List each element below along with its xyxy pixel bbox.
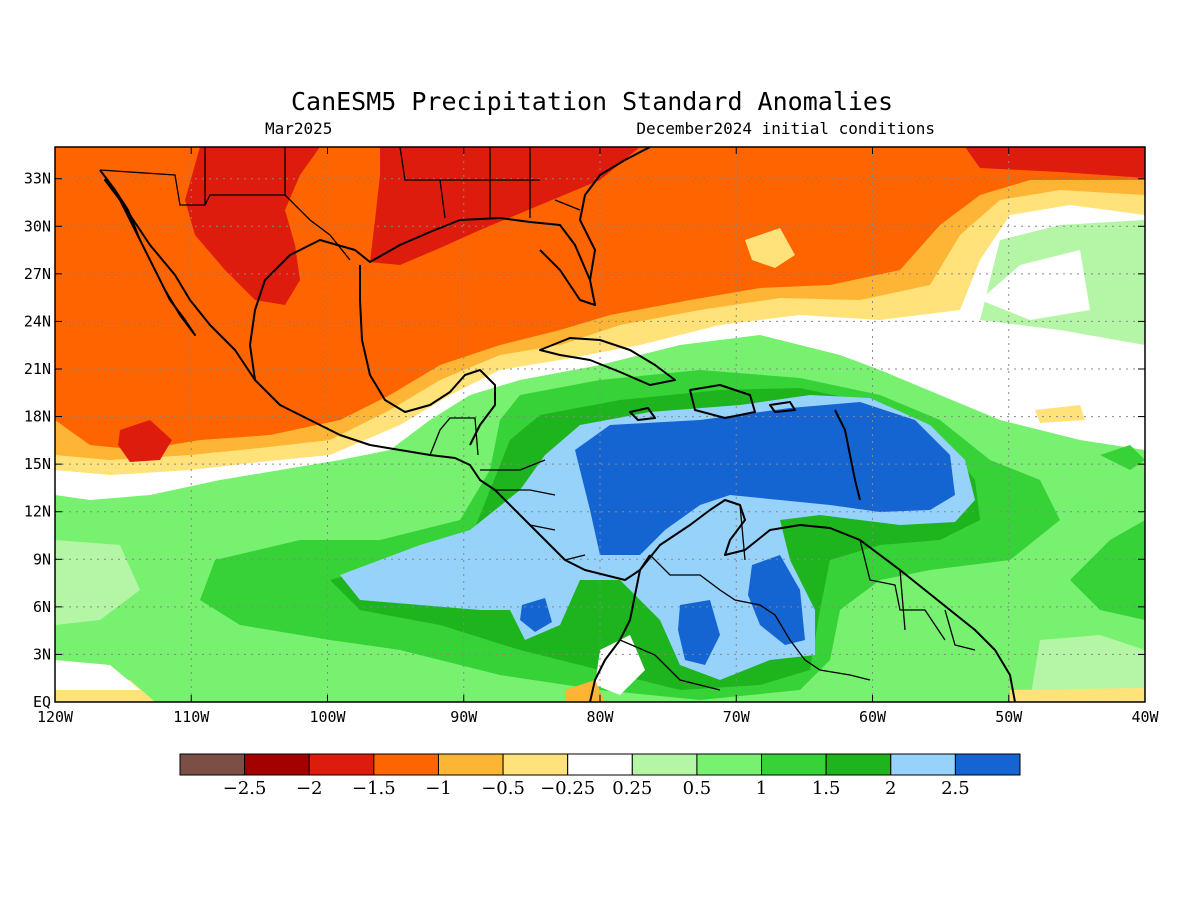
coastline-puerto-rico (769, 401, 796, 413)
field-zone-lightgreen-se (1030, 635, 1145, 700)
map-valid-month: Mar2025 (265, 119, 332, 138)
anomaly-field (55, 147, 1145, 702)
field-zone-blue-caribbean (575, 402, 955, 555)
colorbar-tick-label: 0.25 (612, 778, 652, 799)
lat-tick-label: 21N (24, 360, 51, 378)
field-zone-red-gulf (370, 147, 640, 265)
border-south-america (619, 504, 976, 691)
border-us-states (399, 147, 581, 219)
map-title: CanESM5 Precipitation Standard Anomalies (291, 87, 893, 116)
coastline-hispaniola (689, 384, 756, 419)
field-zone-mid-green-atlantic-east (1070, 520, 1145, 620)
colorbar-swatch (308, 753, 375, 776)
colorbar-tick-label: 2.5 (941, 778, 970, 799)
lat-tick-label: 24N (24, 312, 51, 330)
lon-tick-label: 50W (995, 708, 1023, 726)
field-zone-blue-colombia (678, 600, 720, 665)
colorbar-swatch (244, 753, 310, 776)
lat-tick-label: 15N (24, 455, 51, 473)
lat-tick-label: 27N (24, 265, 51, 283)
colorbar-tick-label: −1 (425, 778, 452, 799)
field-zone-red-northeast (965, 147, 1145, 178)
border-central-america (429, 417, 586, 561)
lon-tick-label: 70W (723, 708, 751, 726)
field-zone-red-southwest (118, 420, 172, 462)
coastline-jamaica (629, 407, 656, 421)
colorbar-tick-label: 1.5 (812, 778, 841, 799)
field-zone-lightyellow-se (1010, 688, 1145, 702)
coastline-cuba (539, 337, 676, 386)
coastline-us-east (579, 147, 651, 281)
lat-tick-label: 33N (24, 170, 51, 188)
political-boundaries (99, 147, 976, 691)
colorbar-tick-label: −2.5 (223, 778, 267, 799)
colorbar-swatch (631, 753, 698, 776)
border-mexico-texas (284, 194, 351, 261)
lon-tick-label: 80W (586, 708, 614, 726)
colorbar-swatch (954, 753, 1021, 776)
lat-tick-label: 6N (33, 598, 51, 616)
lon-tick-label: 60W (859, 708, 887, 726)
field-zone-lightyellow-gulf-patch (745, 228, 795, 268)
field-zone-blue-pacific (520, 598, 552, 632)
lon-tick-label: 40W (1131, 708, 1159, 726)
colorbar-tick-label: −0.5 (481, 778, 525, 799)
coastline-baja (104, 179, 196, 336)
colorbar-tick-label: 0.5 (683, 778, 712, 799)
lat-tick-label: EQ (33, 693, 51, 711)
lat-lon-grid (55, 147, 1145, 702)
border-us-mexico (99, 147, 286, 206)
coastline-lesser-antilles (834, 409, 861, 501)
colorbar-swatch (179, 753, 246, 776)
coastline-north-america (99, 169, 651, 581)
field-zone-darkorange-north (55, 147, 1145, 450)
field-zone-orange-peru (565, 680, 605, 702)
colorbar-swatch (567, 753, 633, 776)
field-zone-blue-venezuela (748, 555, 805, 645)
lat-tick-label: 3N (33, 645, 51, 663)
colorbar-swatch (502, 753, 569, 776)
field-zone-lightgreen-pacific (55, 540, 140, 625)
lon-tick-label: 120W (37, 708, 74, 726)
colorbar-tick-label: −1.5 (352, 778, 396, 799)
map-initial-conditions: December2024 initial conditions (636, 119, 935, 138)
coastline-south-america-north (639, 499, 1016, 702)
map-panel (55, 147, 1145, 702)
colorbar-swatch (825, 753, 892, 776)
lat-tick-label: 30N (24, 217, 51, 235)
lon-tick-label: 100W (309, 708, 346, 726)
lat-tick-label: 12N (24, 503, 51, 521)
colorbar-swatch (437, 753, 504, 776)
colorbar-swatch (696, 753, 763, 776)
longitude-axis: 120W 110W 100W 90W 80W 70W 60W 50W 40W (37, 147, 1160, 726)
colorbar-tick-label: 2 (885, 778, 896, 799)
lon-tick-label: 90W (450, 708, 478, 726)
colorbar-swatch (761, 753, 827, 776)
colorbar-swatch (373, 753, 439, 776)
latitude-axis: EQ 3N 6N 9N 12N 15N 18N 21N 24N 27N 30N 33N (24, 170, 1145, 711)
colorbar-tick-label: −0.25 (540, 778, 595, 799)
colorbar-swatch (890, 753, 956, 776)
field-zone-lightyellow-atlantic-patch (1035, 405, 1085, 423)
lon-tick-label: 110W (173, 708, 210, 726)
field-zone-white-pacific-sw (55, 660, 140, 690)
field-zone-white-peru (595, 635, 645, 695)
field-zone-white-atlantic-east (980, 250, 1090, 320)
colorbar-tick-label: 1 (756, 778, 767, 799)
colorbar: −2.5 −2 −1.5 −1 −0.5 −0.25 0.25 0.5 1 1.5 2 2.5 (179, 753, 1021, 799)
coastline-gulf-of-mexico (249, 217, 596, 446)
lat-tick-label: 18N (24, 408, 51, 426)
lat-tick-label: 9N (33, 550, 51, 568)
colorbar-tick-label: −2 (296, 778, 323, 799)
